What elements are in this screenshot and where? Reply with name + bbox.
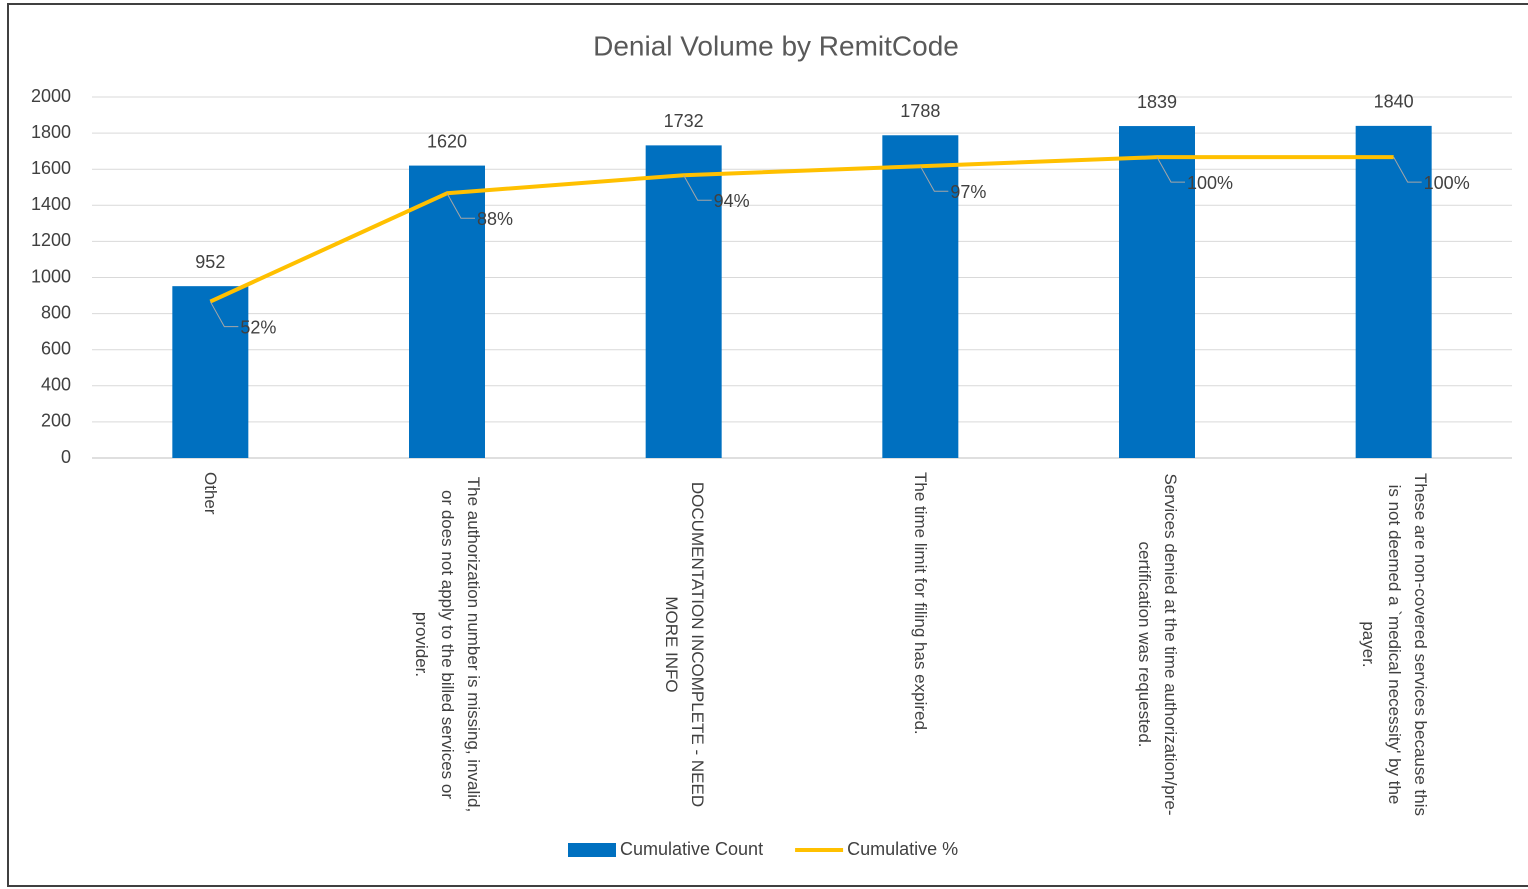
bar-value-label: 1839 (1137, 92, 1177, 112)
bar-value-label: 1732 (664, 111, 704, 131)
legend-label: Cumulative Count (620, 839, 763, 859)
leader-line (446, 193, 475, 219)
y-tick-label: 600 (41, 338, 71, 358)
chart-title: Denial Volume by RemitCode (593, 30, 959, 61)
bar (1119, 126, 1195, 459)
bar-value-label: 952 (195, 252, 225, 272)
bar-value-label: 1840 (1374, 92, 1414, 112)
y-tick-label: 1600 (31, 158, 71, 178)
y-tick-label: 1000 (31, 266, 71, 286)
line-value-label: 100% (1187, 173, 1233, 193)
chart-border (7, 3, 1528, 887)
leader-line (919, 165, 949, 192)
line-value-label: 97% (950, 182, 986, 202)
bar (882, 135, 959, 459)
x-tick-label: The time limit for filing has expired. (911, 472, 931, 735)
line-value-label: 52% (240, 317, 276, 337)
y-tick-label: 2000 (31, 86, 71, 106)
bar (409, 165, 485, 458)
leader-line (1156, 156, 1185, 183)
y-tick-label: 200 (41, 411, 71, 431)
bar-value-label: 1620 (427, 131, 467, 151)
legend-label: Cumulative % (847, 839, 958, 859)
bar-value-label: 1788 (900, 101, 940, 121)
line (209, 155, 1394, 304)
x-tick-label: Services denied at the time authorizatio… (1135, 473, 1180, 816)
y-tick-label: 0 (61, 447, 71, 467)
y-tick-label: 1800 (31, 122, 71, 142)
leader-line (683, 174, 712, 201)
x-tick-label: DOCUMENTATION INCOMPLETE - NEED MORE INF… (661, 481, 707, 808)
y-tick-label: 1200 (31, 230, 71, 250)
legend-swatch (568, 843, 616, 857)
line-value-label: 100% (1424, 173, 1470, 193)
x-tick-label: The authorization number is missing, inv… (412, 476, 483, 813)
y-tick-label: 400 (41, 375, 71, 395)
line-value-label: 94% (714, 191, 750, 211)
line-value-label: 88% (477, 209, 513, 229)
y-tick-label: 800 (41, 302, 71, 322)
bar (172, 286, 249, 458)
x-tick-label: Other (201, 472, 221, 515)
y-tick-label: 1400 (31, 194, 71, 214)
leader-line (209, 301, 239, 328)
bar (645, 145, 722, 458)
leader-line (1393, 156, 1422, 183)
bar (1355, 125, 1432, 458)
x-tick-label: These are non-covered services because t… (1358, 472, 1430, 816)
